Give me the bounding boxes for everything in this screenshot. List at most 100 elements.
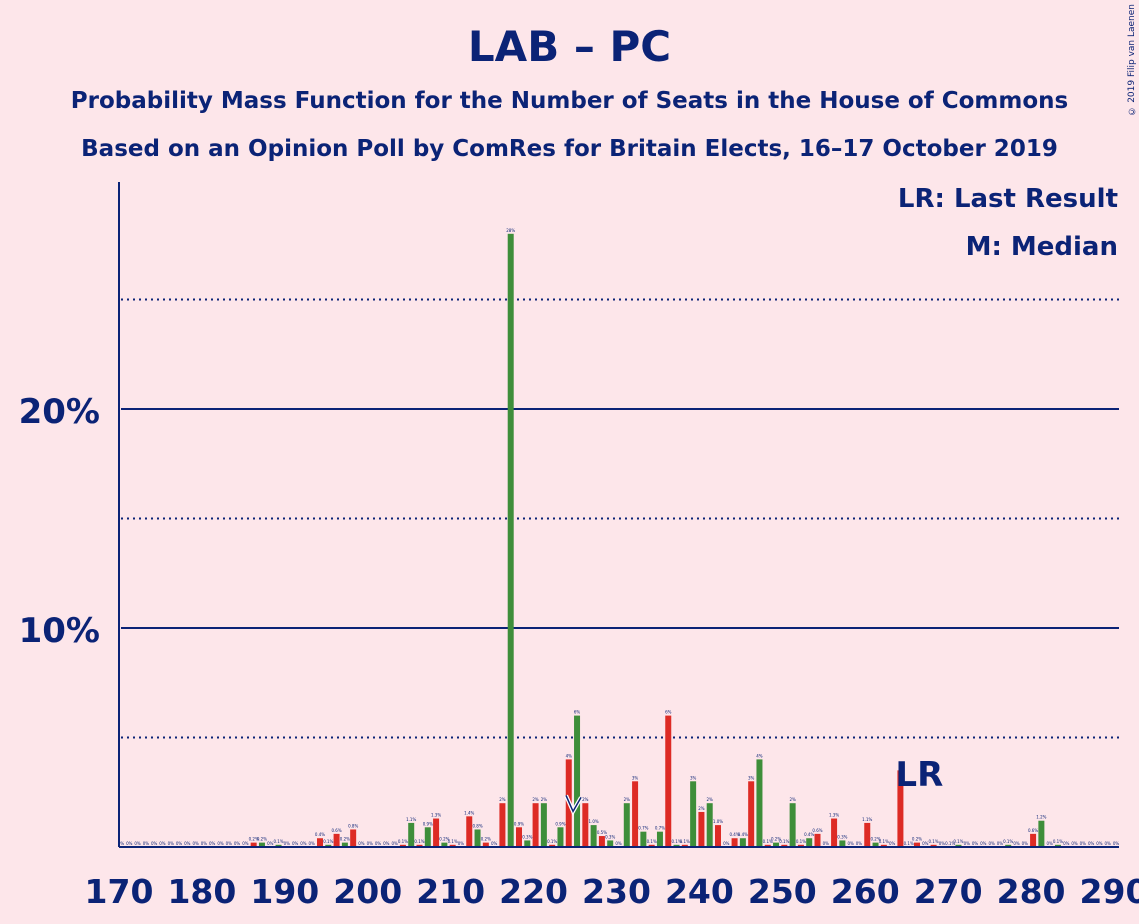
bar-seat-195 (325, 844, 332, 847)
bar-label: 0% (300, 841, 307, 846)
bar-seat-253 (806, 838, 813, 847)
bar-label: 0% (309, 841, 316, 846)
bar-label: 0% (988, 841, 995, 846)
bar-label: 0% (126, 841, 133, 846)
bar-label: 0.2% (249, 837, 259, 842)
bar-label: 0.9% (423, 821, 433, 826)
bar-seat-205 (408, 822, 415, 847)
x-tick-label: 170 (85, 872, 154, 911)
bar-seat-221 (540, 803, 547, 847)
bar-label: 28% (506, 228, 515, 233)
bar-label: 0% (1013, 841, 1020, 846)
bar-label: 0.1% (680, 839, 690, 844)
bar-label: 1.0% (589, 819, 599, 824)
bar-seat-196 (333, 833, 340, 847)
bar-label: 0% (615, 841, 622, 846)
x-tick-label: 200 (333, 872, 402, 911)
bar-seat-236 (665, 715, 672, 847)
bar-label: 0% (209, 841, 216, 846)
bar-label: 1.1% (406, 817, 416, 822)
bar-label: 0% (939, 841, 946, 846)
bar-seat-217 (507, 233, 514, 848)
bar-seat-257 (839, 840, 846, 847)
bar-label: 1.3% (829, 813, 839, 818)
bar-seat-207 (424, 827, 431, 847)
last-result-label: LR (895, 755, 943, 795)
bar-seat-252 (797, 844, 804, 847)
bar-label: 0% (823, 841, 830, 846)
bar-label: 0% (723, 841, 730, 846)
bar-label: 0.4% (315, 832, 325, 837)
x-tick-label: 180 (167, 872, 236, 911)
bar-label: 0.1% (879, 839, 889, 844)
bar-seat-216 (499, 803, 506, 847)
bar-label: 0.7% (638, 826, 648, 831)
bar-seat-232 (632, 781, 639, 847)
bar-seat-283 (1054, 844, 1061, 847)
bar-seat-240 (698, 811, 705, 847)
bar-label: 0% (1096, 841, 1103, 846)
bar-seat-218 (516, 827, 522, 847)
bar-label: 0.1% (398, 839, 408, 844)
bar-label: 0.5% (597, 830, 607, 835)
bar-label: 0% (284, 841, 291, 846)
bar-label: 2% (698, 806, 705, 811)
bar-seat-280 (1030, 833, 1037, 847)
bar-label: 0.2% (870, 837, 880, 842)
bar-seat-194 (317, 838, 323, 847)
x-tick-label: 280 (997, 872, 1066, 911)
bar-label: 0.1% (547, 839, 557, 844)
bar-label: 0.1% (928, 839, 938, 844)
bar-label: 0.1% (904, 841, 914, 846)
bar-label: 0% (134, 841, 141, 846)
bar-label: 0% (964, 841, 971, 846)
bar-seat-254 (814, 833, 821, 847)
bar-seat-222 (549, 844, 556, 847)
bar-seat-249 (773, 842, 780, 847)
bar-label: 0% (1088, 841, 1095, 846)
bar-label: 0% (1046, 841, 1053, 846)
bar-seat-237 (673, 844, 680, 847)
bar-seat-204 (399, 844, 406, 847)
x-tick-label: 240 (665, 872, 734, 911)
bar-label: 0.2% (257, 837, 267, 842)
bar-label: 0% (847, 841, 854, 846)
bar-label: 0% (192, 841, 199, 846)
legend-last-result: LR: Last Result (897, 184, 1118, 214)
bar-label: 0.1% (763, 839, 773, 844)
bar-seat-197 (341, 842, 348, 847)
bar-label: 0% (1080, 841, 1087, 846)
bar-label: 0.6% (331, 828, 341, 833)
bar-label: 6% (665, 710, 672, 715)
bar-seat-262 (880, 844, 887, 847)
bar-seat-248 (764, 844, 771, 847)
bar-label: 0% (267, 841, 274, 846)
bar-label: 0% (358, 841, 365, 846)
bar-label: 0.2% (340, 837, 350, 842)
legend-median: M: Median (965, 232, 1118, 262)
bar-seat-210 (449, 844, 456, 847)
bar-seat-246 (748, 781, 755, 847)
bar-label: 0.8% (348, 823, 358, 828)
bar-label: 0.2% (439, 837, 449, 842)
bar-seat-244 (731, 838, 738, 847)
bar-label: 0% (118, 841, 125, 846)
bar-seat-208 (433, 818, 440, 847)
x-tick-label: 190 (250, 872, 319, 911)
bar-label: 0.1% (671, 839, 681, 844)
bar-label: 0.4% (738, 832, 748, 837)
bar-label: 0% (458, 841, 465, 846)
bar-label: 0% (168, 841, 175, 846)
bar-label: 0% (1113, 841, 1120, 846)
bar-seat-213 (474, 829, 481, 847)
bar-seat-235 (656, 831, 663, 847)
bar-label: 0% (856, 841, 863, 846)
bar-seat-277 (1005, 844, 1012, 847)
bar-label: 0% (292, 841, 299, 846)
bar-seat-271 (955, 844, 962, 847)
x-tick-label: 220 (499, 872, 568, 911)
bar-label: 0% (201, 841, 208, 846)
bar-label: 0% (176, 841, 183, 846)
bar-label: 0% (391, 841, 398, 846)
